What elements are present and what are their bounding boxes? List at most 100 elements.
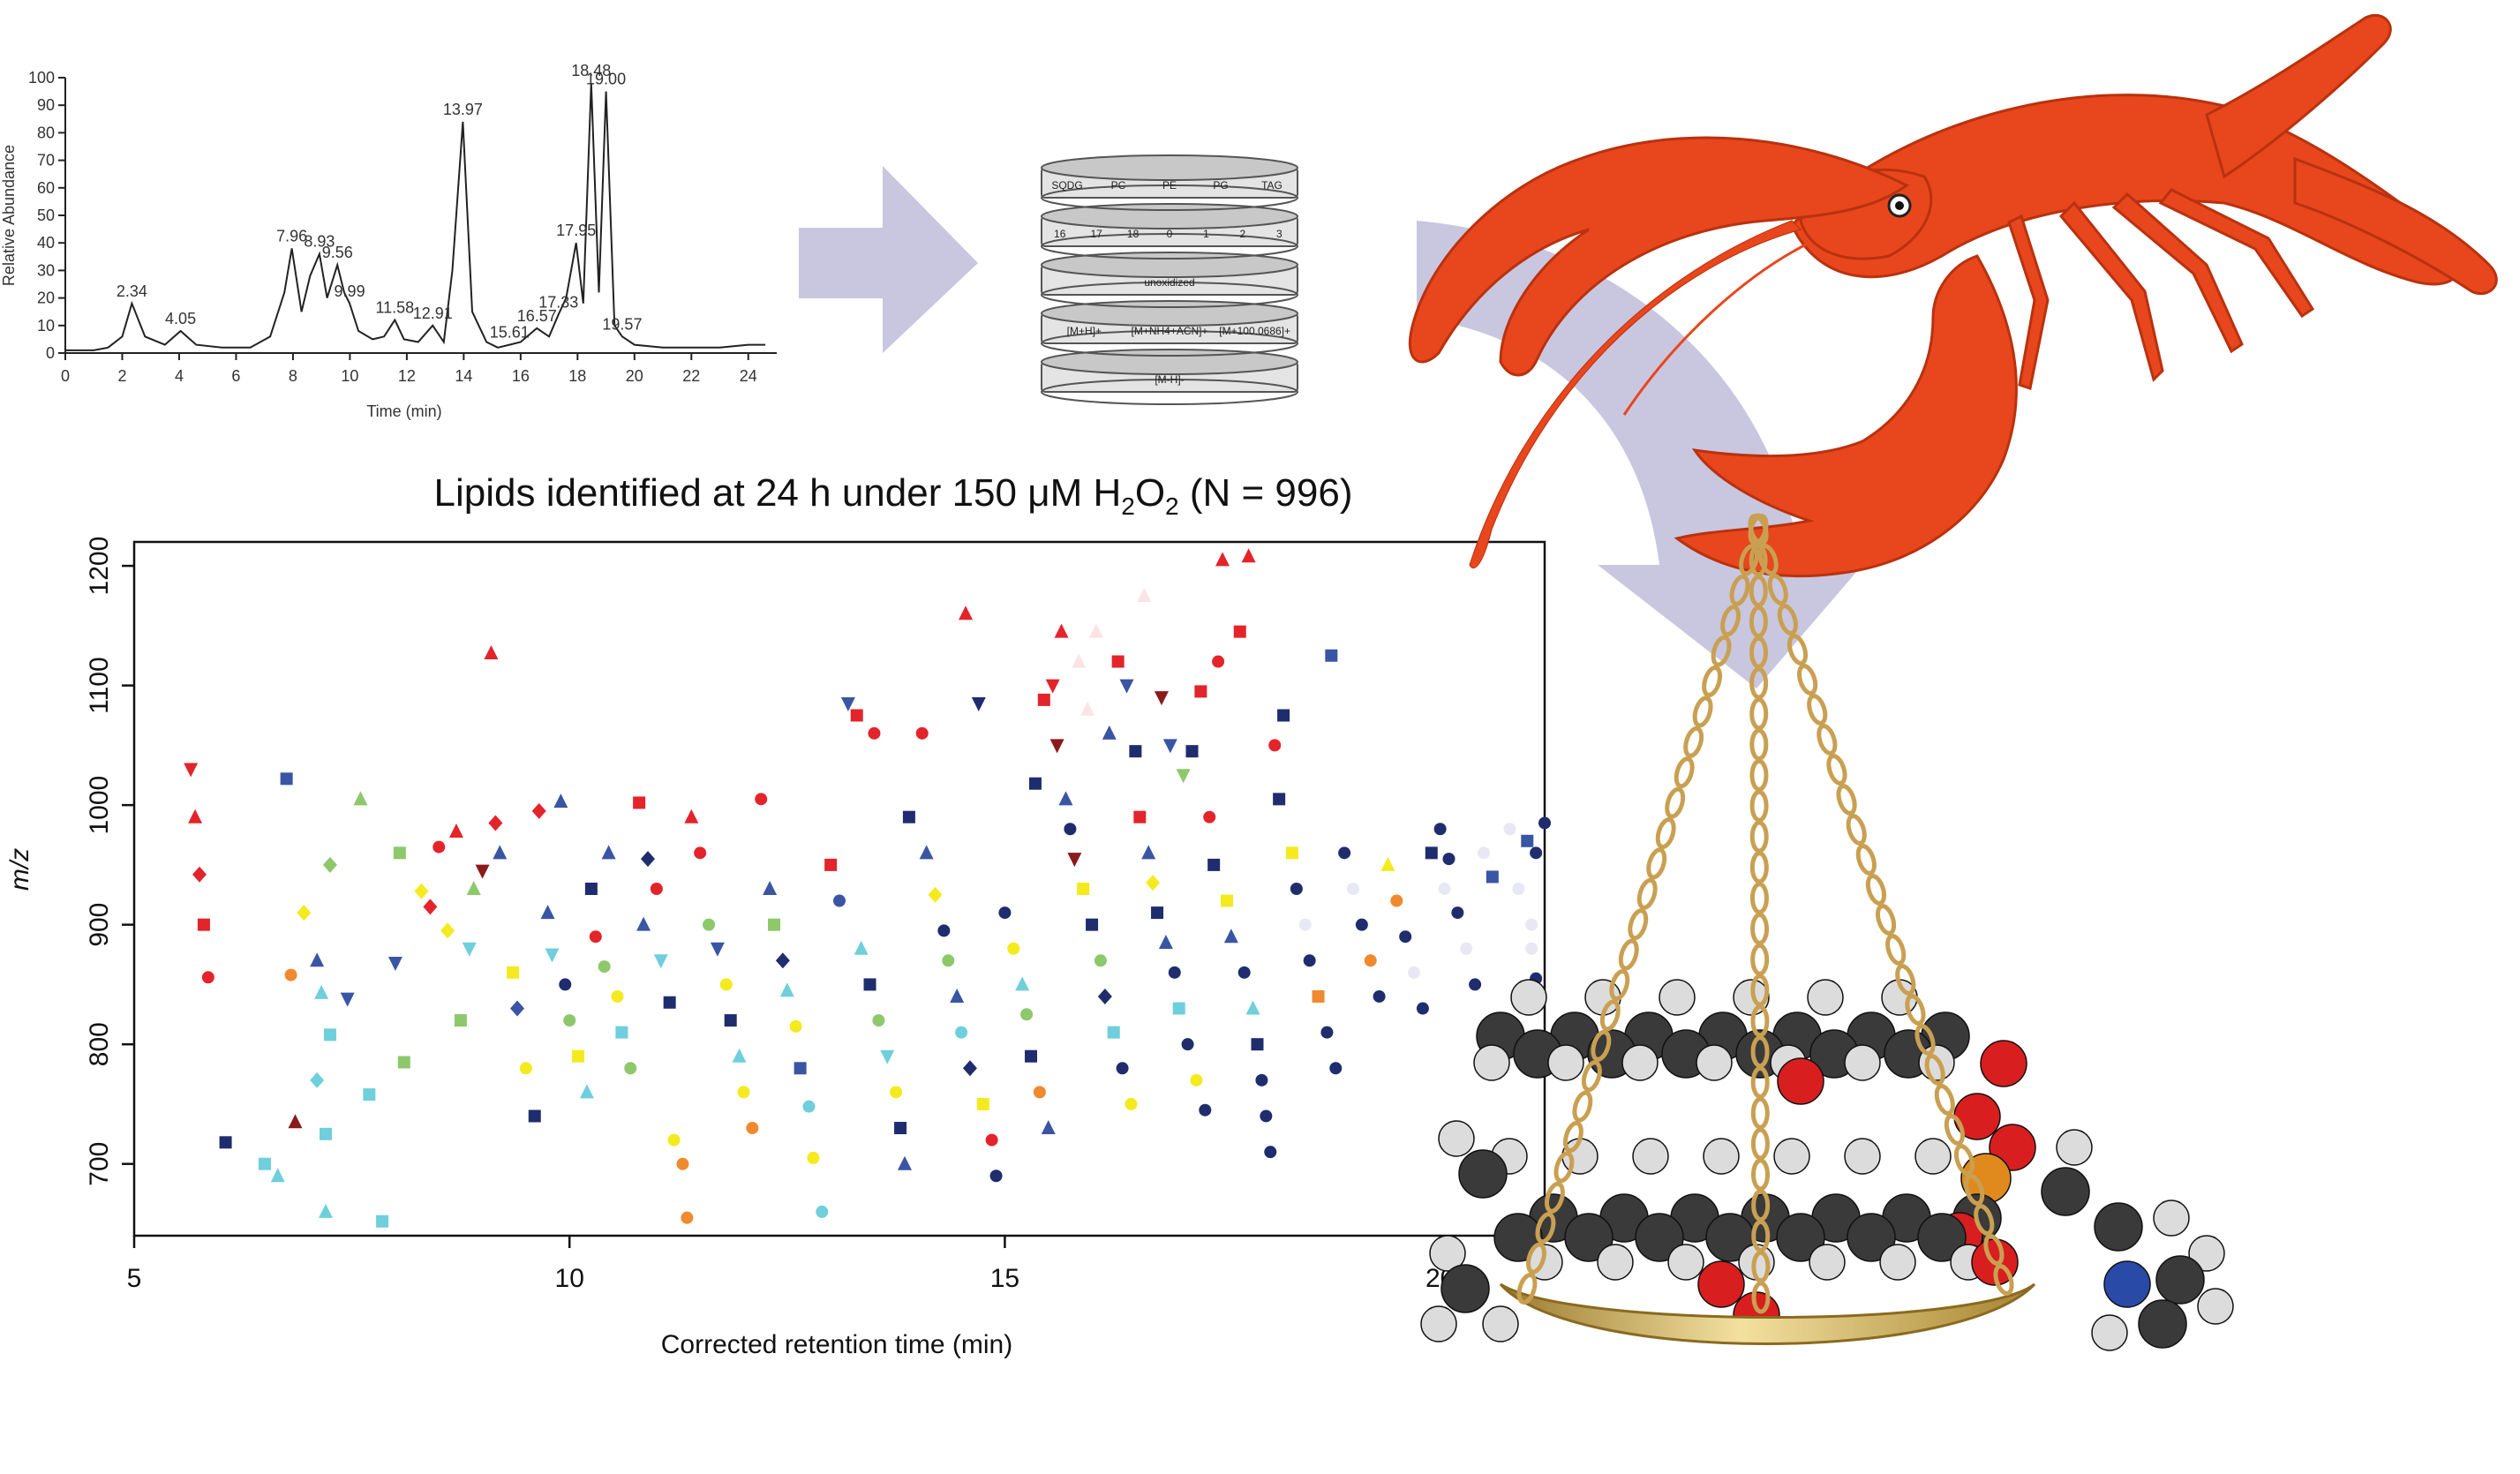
scatter-point [488, 815, 503, 831]
chromatogram-peak-label: 7.96 [276, 227, 307, 244]
chain-link [1749, 728, 1769, 762]
scale-pan [1499, 1282, 2036, 1345]
atom-sphere [1914, 1138, 1952, 1175]
chain-link [1618, 938, 1639, 971]
chain-link [1665, 786, 1686, 819]
chromatogram-y-tick-label: 0 [46, 344, 55, 362]
scatter-point [1015, 976, 1030, 991]
scatter-point [310, 952, 325, 967]
chromatogram-x-tick-label: 8 [289, 367, 297, 385]
scatter-point [197, 918, 210, 931]
atom-sphere [1473, 1044, 1510, 1081]
scatter-point [1158, 934, 1173, 949]
chain-link [1516, 1273, 1538, 1305]
chain-link [1749, 575, 1768, 608]
scatter-point [1194, 685, 1207, 698]
chromatogram-x-tick-label: 16 [512, 367, 530, 385]
scatter-point [559, 978, 572, 991]
scatter-y-tick-label: 900 [85, 903, 114, 947]
scatter-point [466, 881, 481, 895]
scatter-point [1168, 966, 1181, 979]
scatter-point [353, 791, 368, 806]
scatter-point [219, 1136, 232, 1149]
scatter-point [902, 810, 915, 823]
scatter-point [872, 1014, 885, 1027]
scatter-point [942, 954, 955, 967]
scatter-point [681, 1211, 694, 1224]
scatter-point [188, 808, 203, 823]
disc-label: 2 [1240, 228, 1246, 240]
scatter-point [1451, 906, 1464, 920]
disc-top [1041, 252, 1298, 278]
atom-sphere [1847, 1213, 1896, 1262]
scatter-point [1237, 966, 1251, 979]
scatter-point [1097, 988, 1112, 1004]
scatter-points [184, 548, 1551, 1228]
scatter-point [1525, 942, 1538, 955]
scatter-point [1146, 875, 1161, 891]
scatter-point [484, 645, 499, 660]
atom-sphere [2091, 1314, 2128, 1351]
chromatogram-y-tick-label: 60 [37, 179, 55, 197]
chromatogram-peak-label: 12.91 [413, 305, 453, 322]
atom-sphere [2153, 1200, 2190, 1237]
chain-link [1674, 756, 1695, 789]
scatter-point [667, 1133, 681, 1147]
disc-top [1041, 349, 1298, 375]
chromatogram-y-label: Relative Abundance [0, 145, 18, 286]
scatter-x-tick-label: 5 [127, 1264, 142, 1293]
chain-link [1749, 851, 1769, 884]
disc-label: [M+H]+ [1067, 325, 1102, 337]
scatter-point [572, 1049, 585, 1063]
scatter-point [475, 864, 490, 879]
scatter-point [493, 845, 508, 860]
chain-link [1855, 844, 1877, 876]
chain-link [1749, 635, 1768, 669]
scatter-point [454, 1014, 467, 1027]
scatter-point [319, 1203, 334, 1218]
scatter-point [959, 605, 974, 620]
scatter-point [694, 846, 707, 860]
chain-link [1751, 1189, 1771, 1222]
chromatogram-peak-label: 13.97 [443, 101, 483, 118]
scatter-point [1303, 954, 1316, 967]
scatter-point [989, 1169, 1003, 1183]
scatter-y-tick-label: 800 [85, 1022, 114, 1066]
scatter-point [1072, 653, 1087, 668]
chain-link [1751, 1281, 1771, 1314]
chain-link [1599, 999, 1621, 1032]
scatter-x-tick-label: 10 [555, 1264, 584, 1293]
chain-link [1535, 1212, 1556, 1245]
disc-label: PC [1111, 179, 1126, 192]
disc-label: 3 [1276, 228, 1283, 240]
scatter-y-label: m/z [5, 848, 34, 891]
chain-link [1767, 574, 1788, 605]
atom-sphere [2138, 1299, 2187, 1349]
disc-bottom-edge [1041, 330, 1298, 357]
scatter-point [816, 1205, 829, 1218]
scatter-point [807, 1151, 820, 1164]
scatter-point [1380, 856, 1395, 871]
disc-bottom-edge [1041, 233, 1298, 259]
right-arrow-icon [799, 166, 978, 353]
atom-sphere [1429, 1235, 1466, 1272]
scatter-point [794, 1062, 807, 1075]
atom-sphere [1635, 1213, 1684, 1262]
chain-link [1655, 817, 1676, 849]
scatter-point [1185, 745, 1199, 758]
scatter-point [1102, 725, 1117, 740]
atom-sphere [1776, 1213, 1825, 1262]
scatter-point [650, 883, 663, 895]
scatter-point [1220, 894, 1233, 907]
scatter-point [1111, 655, 1125, 668]
chain-link [1544, 1181, 1565, 1214]
disc-label: 0 [1167, 228, 1173, 240]
chromatogram-y-tick-label: 20 [37, 290, 55, 307]
chromatogram-peak-label: 16.57 [517, 307, 557, 325]
chromatogram-x-tick-label: 14 [455, 367, 472, 385]
atom-sphere [2197, 1288, 2234, 1325]
scatter-point [768, 918, 781, 931]
scatter-point [928, 886, 943, 903]
chain-link [1683, 726, 1704, 758]
scatter-point [863, 978, 876, 991]
